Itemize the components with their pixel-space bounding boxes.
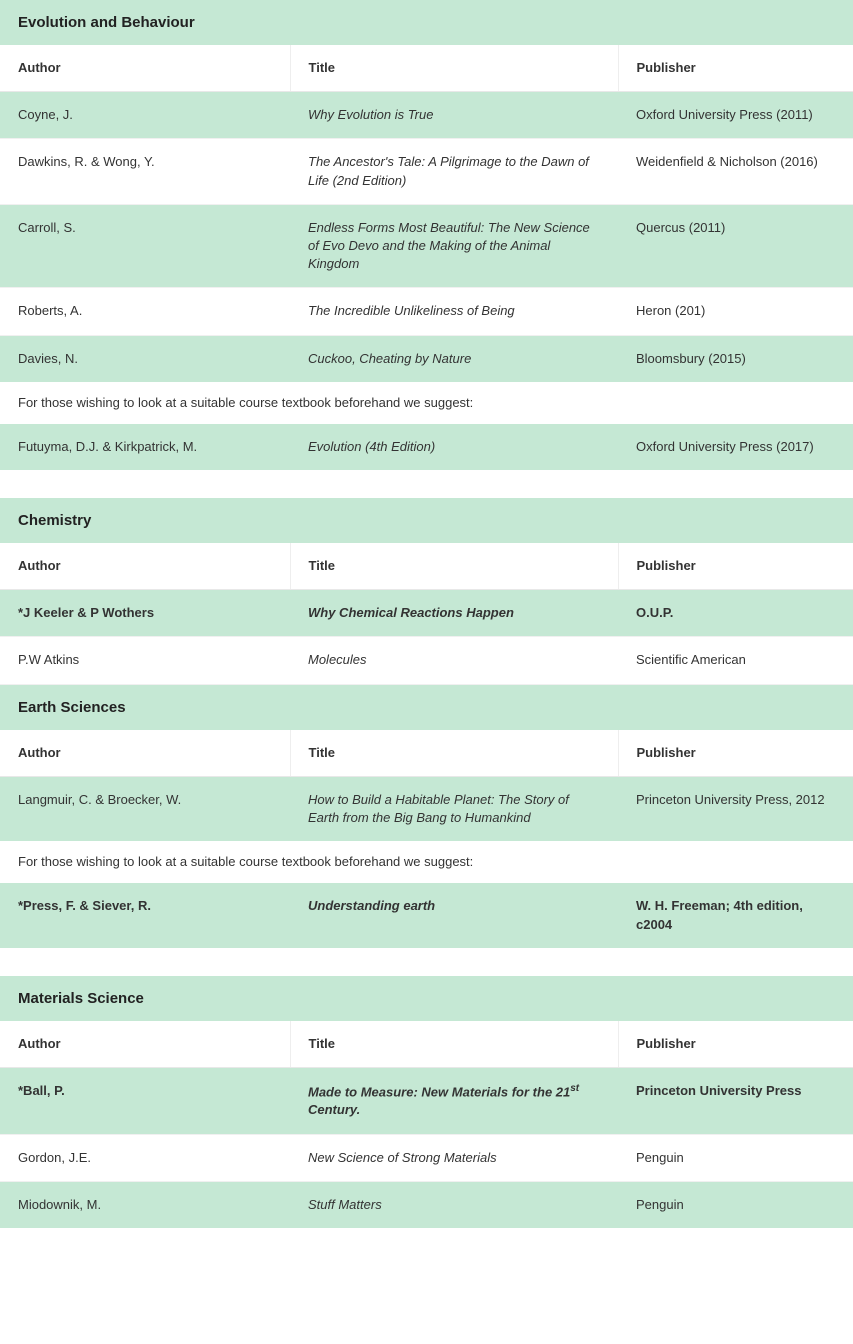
column-header-publisher: Publisher	[618, 730, 853, 777]
table-row: *Ball, P.Made to Measure: New Materials …	[0, 1067, 853, 1134]
table-row: Gordon, J.E.New Science of Strong Materi…	[0, 1134, 853, 1181]
title-cell: Stuff Matters	[290, 1181, 618, 1228]
title-cell: Made to Measure: New Materials for the 2…	[290, 1067, 618, 1134]
column-header-title: Title	[290, 543, 618, 590]
title-cell: The Ancestor's Tale: A Pilgrimage to the…	[290, 139, 618, 204]
books-table: AuthorTitlePublisher*J Keeler & P Wother…	[0, 543, 853, 685]
table-row: Futuyma, D.J. & Kirkpatrick, M.Evolution…	[0, 424, 853, 470]
publisher-cell: Heron (201)	[618, 288, 853, 335]
table-row: Coyne, J.Why Evolution is TrueOxford Uni…	[0, 92, 853, 139]
title-cell: Why Chemical Reactions Happen	[290, 590, 618, 637]
column-header-author: Author	[0, 543, 290, 590]
table-row: Davies, N.Cuckoo, Cheating by NatureBloo…	[0, 335, 853, 382]
title-cell: Understanding earth	[290, 883, 618, 947]
publisher-cell: Penguin	[618, 1181, 853, 1228]
section-heading: Evolution and Behaviour	[0, 0, 853, 45]
title-cell: Cuckoo, Cheating by Nature	[290, 335, 618, 382]
author-cell: *Press, F. & Siever, R.	[0, 883, 290, 947]
publisher-cell: Weidenfield & Nicholson (2016)	[618, 139, 853, 204]
author-cell: P.W Atkins	[0, 637, 290, 684]
table-row: Dawkins, R. & Wong, Y.The Ancestor's Tal…	[0, 139, 853, 204]
column-header-author: Author	[0, 730, 290, 777]
table-row: P.W AtkinsMoleculesScientific American	[0, 637, 853, 684]
note-row: For those wishing to look at a suitable …	[0, 841, 853, 883]
title-cell: The Incredible Unlikeliness of Being	[290, 288, 618, 335]
note-text: For those wishing to look at a suitable …	[0, 841, 853, 883]
table-row: Roberts, A.The Incredible Unlikeliness o…	[0, 288, 853, 335]
section: Earth SciencesAuthorTitlePublisherLangmu…	[0, 685, 853, 948]
author-cell: Futuyma, D.J. & Kirkpatrick, M.	[0, 424, 290, 470]
title-cell: New Science of Strong Materials	[290, 1134, 618, 1181]
table-row: Miodownik, M.Stuff MattersPenguin	[0, 1181, 853, 1228]
column-header-publisher: Publisher	[618, 543, 853, 590]
title-cell: Evolution (4th Edition)	[290, 424, 618, 470]
publisher-cell: Scientific American	[618, 637, 853, 684]
section: ChemistryAuthorTitlePublisher*J Keeler &…	[0, 498, 853, 685]
title-cell: Why Evolution is True	[290, 92, 618, 139]
books-table: AuthorTitlePublisherLangmuir, C. & Broec…	[0, 730, 853, 948]
author-cell: Carroll, S.	[0, 204, 290, 288]
author-cell: Miodownik, M.	[0, 1181, 290, 1228]
note-text: For those wishing to look at a suitable …	[0, 382, 853, 424]
column-header-publisher: Publisher	[618, 1021, 853, 1068]
author-cell: *Ball, P.	[0, 1067, 290, 1134]
author-cell: Dawkins, R. & Wong, Y.	[0, 139, 290, 204]
books-table: AuthorTitlePublisherCoyne, J.Why Evoluti…	[0, 45, 853, 470]
reading-list: Evolution and BehaviourAuthorTitlePublis…	[0, 0, 853, 1228]
column-header-publisher: Publisher	[618, 45, 853, 92]
column-header-title: Title	[290, 1021, 618, 1068]
publisher-cell: Penguin	[618, 1134, 853, 1181]
publisher-cell: O.U.P.	[618, 590, 853, 637]
table-row: *Press, F. & Siever, R.Understanding ear…	[0, 883, 853, 947]
publisher-cell: Oxford University Press (2017)	[618, 424, 853, 470]
author-cell: Gordon, J.E.	[0, 1134, 290, 1181]
publisher-cell: Oxford University Press (2011)	[618, 92, 853, 139]
note-row: For those wishing to look at a suitable …	[0, 382, 853, 424]
books-table: AuthorTitlePublisher*Ball, P.Made to Mea…	[0, 1021, 853, 1228]
column-header-title: Title	[290, 45, 618, 92]
section-heading: Chemistry	[0, 498, 853, 543]
title-cell: Endless Forms Most Beautiful: The New Sc…	[290, 204, 618, 288]
section-heading: Earth Sciences	[0, 685, 853, 730]
column-header-author: Author	[0, 45, 290, 92]
publisher-cell: Bloomsbury (2015)	[618, 335, 853, 382]
author-cell: *J Keeler & P Wothers	[0, 590, 290, 637]
publisher-cell: Quercus (2011)	[618, 204, 853, 288]
title-cell: How to Build a Habitable Planet: The Sto…	[290, 776, 618, 841]
section: Materials ScienceAuthorTitlePublisher*Ba…	[0, 976, 853, 1228]
author-cell: Davies, N.	[0, 335, 290, 382]
publisher-cell: Princeton University Press, 2012	[618, 776, 853, 841]
publisher-cell: W. H. Freeman; 4th edition, c2004	[618, 883, 853, 947]
author-cell: Coyne, J.	[0, 92, 290, 139]
column-header-author: Author	[0, 1021, 290, 1068]
table-row: Carroll, S.Endless Forms Most Beautiful:…	[0, 204, 853, 288]
author-cell: Roberts, A.	[0, 288, 290, 335]
column-header-title: Title	[290, 730, 618, 777]
table-row: *J Keeler & P WothersWhy Chemical Reacti…	[0, 590, 853, 637]
section-heading: Materials Science	[0, 976, 853, 1021]
publisher-cell: Princeton University Press	[618, 1067, 853, 1134]
table-row: Langmuir, C. & Broecker, W.How to Build …	[0, 776, 853, 841]
author-cell: Langmuir, C. & Broecker, W.	[0, 776, 290, 841]
title-cell: Molecules	[290, 637, 618, 684]
section: Evolution and BehaviourAuthorTitlePublis…	[0, 0, 853, 470]
